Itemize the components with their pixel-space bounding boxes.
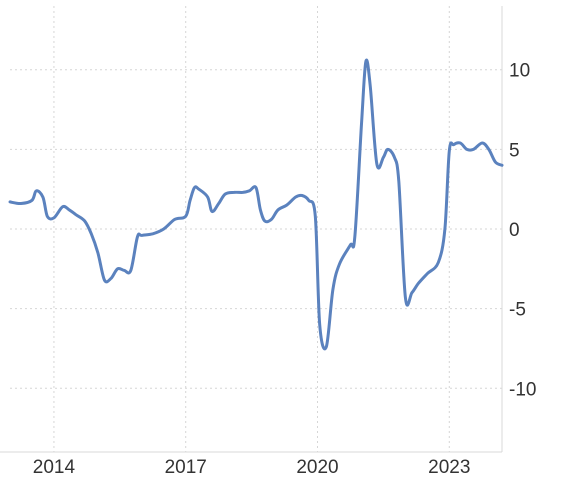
x-tick-label: 2023 (428, 457, 470, 478)
axes (0, 6, 503, 453)
y-tick-label: 5 (509, 140, 520, 161)
tick-labels: 10 5 0 -5 -10 2014 2017 2020 2023 (33, 61, 537, 478)
y-tick-label: -5 (509, 300, 526, 321)
x-tick-label: 2020 (296, 457, 338, 478)
x-tick-label: 2014 (33, 457, 76, 478)
y-tick-label: 0 (509, 220, 520, 241)
grid (10, 6, 502, 452)
series (8, 58, 504, 351)
y-tick-label: 10 (509, 61, 530, 82)
x-tick-label: 2017 (165, 457, 207, 478)
series-line (8, 58, 504, 351)
y-tick-label: -10 (509, 379, 536, 400)
